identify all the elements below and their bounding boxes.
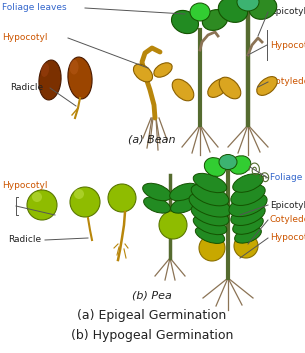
Ellipse shape bbox=[233, 174, 263, 192]
Ellipse shape bbox=[219, 155, 237, 169]
Ellipse shape bbox=[231, 185, 265, 205]
Ellipse shape bbox=[154, 63, 172, 77]
Text: (a) Bean: (a) Bean bbox=[128, 135, 176, 145]
Text: Cotyledon: Cotyledon bbox=[270, 78, 305, 86]
Ellipse shape bbox=[70, 187, 100, 217]
Ellipse shape bbox=[257, 77, 277, 95]
Ellipse shape bbox=[233, 216, 263, 234]
Text: Hypocotyl: Hypocotyl bbox=[2, 34, 48, 42]
Ellipse shape bbox=[172, 79, 194, 101]
Text: Epicotyl: Epicotyl bbox=[270, 7, 305, 17]
Ellipse shape bbox=[68, 57, 92, 99]
Ellipse shape bbox=[41, 63, 49, 77]
Text: Foliage leaves: Foliage leaves bbox=[270, 174, 305, 183]
Ellipse shape bbox=[191, 204, 229, 226]
Text: Cotyledon: Cotyledon bbox=[270, 215, 305, 225]
Ellipse shape bbox=[208, 79, 228, 97]
Ellipse shape bbox=[231, 204, 265, 226]
Ellipse shape bbox=[219, 77, 241, 99]
Ellipse shape bbox=[204, 157, 226, 176]
Ellipse shape bbox=[234, 234, 258, 258]
Text: Hypocotyl: Hypocotyl bbox=[270, 233, 305, 243]
Ellipse shape bbox=[202, 10, 228, 30]
Ellipse shape bbox=[27, 190, 57, 220]
Ellipse shape bbox=[39, 60, 61, 100]
Ellipse shape bbox=[199, 235, 225, 261]
Ellipse shape bbox=[144, 197, 170, 213]
Ellipse shape bbox=[170, 197, 197, 213]
Ellipse shape bbox=[190, 3, 210, 21]
Text: (b) Pea: (b) Pea bbox=[132, 290, 172, 300]
Ellipse shape bbox=[74, 189, 84, 199]
Ellipse shape bbox=[134, 64, 152, 82]
Ellipse shape bbox=[193, 173, 227, 193]
Ellipse shape bbox=[159, 211, 187, 239]
Text: Radicle: Radicle bbox=[10, 84, 43, 92]
Ellipse shape bbox=[171, 10, 199, 34]
Ellipse shape bbox=[229, 193, 267, 217]
Text: Epicotyl: Epicotyl bbox=[270, 201, 305, 209]
Text: Radicle: Radicle bbox=[8, 235, 41, 245]
Ellipse shape bbox=[189, 193, 231, 217]
Ellipse shape bbox=[170, 183, 198, 201]
Ellipse shape bbox=[193, 215, 227, 235]
Ellipse shape bbox=[108, 184, 136, 212]
Ellipse shape bbox=[237, 0, 259, 11]
Ellipse shape bbox=[143, 183, 171, 201]
Ellipse shape bbox=[249, 0, 277, 19]
Ellipse shape bbox=[235, 227, 261, 243]
Text: Foliage leaves: Foliage leaves bbox=[2, 4, 66, 12]
Ellipse shape bbox=[195, 227, 225, 244]
Ellipse shape bbox=[70, 60, 78, 74]
Text: Hypocotyl: Hypocotyl bbox=[270, 41, 305, 49]
Ellipse shape bbox=[32, 192, 42, 202]
Ellipse shape bbox=[191, 184, 229, 206]
Text: Hypocotyl: Hypocotyl bbox=[2, 180, 48, 190]
Text: (a) Epigeal Germination: (a) Epigeal Germination bbox=[77, 309, 227, 322]
Text: (b) Hypogeal Germination: (b) Hypogeal Germination bbox=[71, 329, 233, 341]
Ellipse shape bbox=[229, 156, 251, 174]
Ellipse shape bbox=[218, 0, 248, 22]
